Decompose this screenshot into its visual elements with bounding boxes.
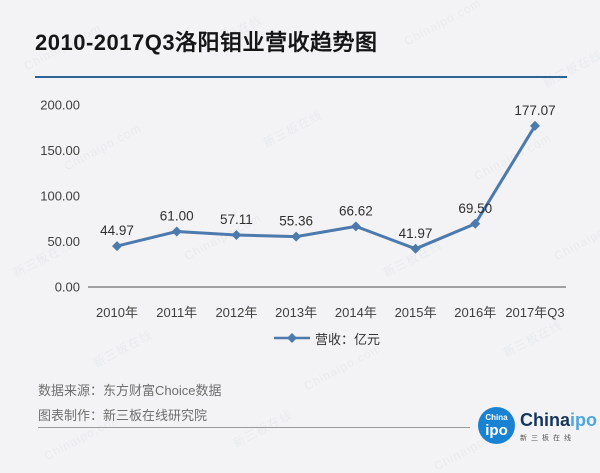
y-axis-tick-label: 50.00 [47, 234, 80, 249]
data-point-label: 41.97 [399, 226, 433, 241]
x-axis-tick-label: 2010年 [96, 305, 138, 320]
data-point-marker [231, 230, 242, 241]
footer-divider [38, 427, 470, 428]
chart-title: 2010-2017Q3洛阳钼业营收趋势图 [35, 30, 378, 55]
chart-maker-text: 图表制作：新三板在线研究院 [38, 408, 208, 423]
data-point-label: 57.11 [220, 212, 253, 227]
data-point-label: 177.07 [514, 103, 555, 118]
data-point-marker [350, 221, 361, 232]
chart-svg: 0.00 50.00 100.00 150.00 200.00 2010年 2011年 201… [40, 98, 566, 320]
data-point-label: 69.50 [458, 201, 492, 216]
x-axis-tick-label: 2013年 [275, 305, 317, 320]
legend-label: 营收：亿元 [314, 331, 380, 347]
x-axis-tick-label: 2017年Q3 [505, 305, 564, 320]
chinaipo-logo: China ipo Chinaipo 新三板在线 [478, 407, 597, 444]
chinaipo-logo-icon: China ipo [478, 407, 515, 444]
data-point-label: 44.97 [100, 223, 134, 238]
x-axis-tick-label: 2016年 [454, 305, 496, 320]
data-point-marker [470, 218, 481, 229]
y-axis-tick-label: 100.00 [40, 189, 80, 204]
y-axis-tick-label: 150.00 [40, 143, 80, 158]
logo-tagline: 新三板在线 [520, 435, 575, 442]
x-axis-tick-label: 2012年 [215, 305, 257, 320]
data-point-marker [529, 120, 540, 131]
logo-wordmark: Chinaipo 新三板在线 [520, 411, 597, 443]
data-point-marker [410, 243, 421, 254]
x-axis-tick-label: 2015年 [395, 305, 437, 320]
logo-brand-china: China [520, 410, 571, 430]
legend-line-marker-icon [273, 333, 310, 343]
logo-brand-text: Chinaipo [520, 411, 597, 429]
data-source-text: 数据来源：东方财富Choice数据 [38, 383, 222, 398]
x-axis-tick-label: 2014年 [335, 305, 377, 320]
logo-circle-top-text: China [485, 412, 508, 422]
logo-circle-bottom-text: ipo [485, 421, 508, 439]
x-axis-tick-label: 2011年 [156, 305, 197, 320]
data-point-label: 55.36 [279, 214, 313, 229]
page: Chinaipo.com 新三板在线 Chinaipo.com 新三板在线 Chinai… [35, 30, 598, 444]
data-point-marker [112, 241, 122, 252]
data-point-label: 61.00 [160, 208, 194, 223]
logo-brand-ipo: ipo [570, 410, 598, 430]
revenue-line [116, 125, 537, 251]
data-point-marker [291, 231, 302, 242]
chart-legend: 营收：亿元 [88, 329, 566, 347]
title-underline [35, 76, 567, 78]
y-axis-tick-label: 0.00 [55, 280, 80, 295]
data-point-label: 66.62 [339, 203, 373, 218]
data-point-marker [171, 226, 182, 237]
y-axis-tick-label: 200.00 [40, 98, 80, 113]
